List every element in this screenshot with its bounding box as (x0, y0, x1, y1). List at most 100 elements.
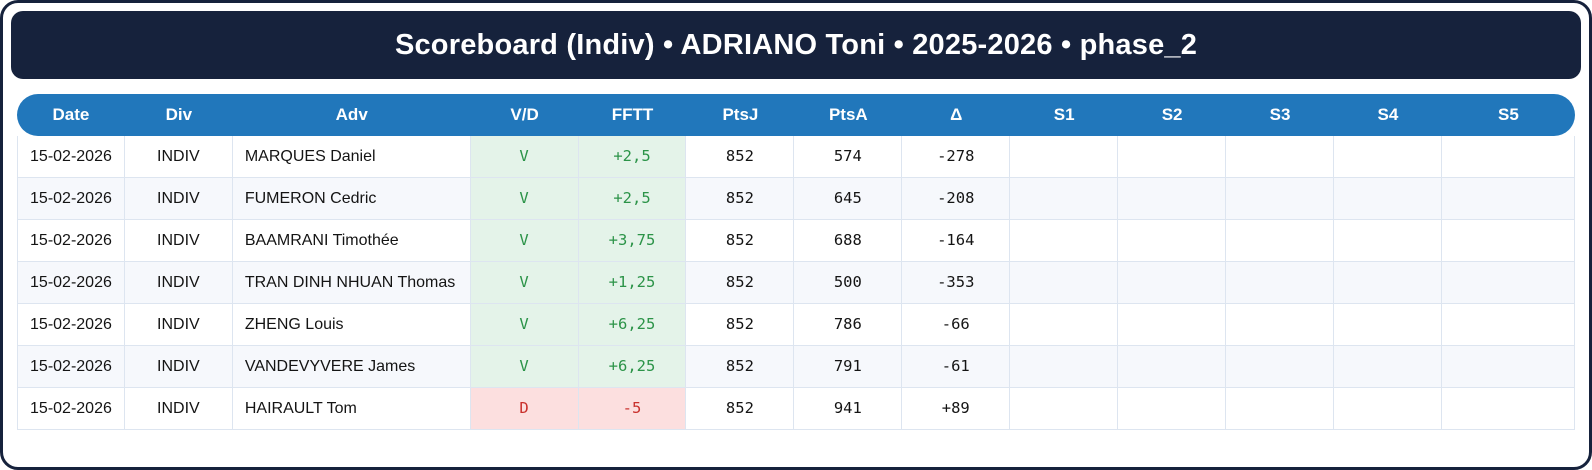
ptsa-cell: 786 (794, 304, 903, 346)
s4-cell (1333, 178, 1442, 220)
ptsj-cell: 852 (686, 346, 795, 388)
ptsj-cell: 852 (686, 262, 795, 304)
div-cell: INDIV (124, 262, 233, 304)
date-cell: 15-02-2026 (17, 346, 125, 388)
s5-cell (1441, 136, 1575, 178)
date-cell: 15-02-2026 (17, 262, 125, 304)
s1-cell (1010, 346, 1119, 388)
adv-cell: TRAN DINH NHUAN Thomas (232, 262, 471, 304)
table-row: 15-02-2026 INDIV BAAMRANI Timothée V +3,… (17, 220, 1575, 262)
delta-cell: -353 (902, 262, 1011, 304)
adv-cell: MARQUES Daniel (232, 136, 471, 178)
s3-cell (1226, 136, 1334, 178)
adv-cell: HAIRAULT Tom (232, 388, 471, 430)
s4-cell (1333, 136, 1442, 178)
delta-cell: -208 (902, 178, 1011, 220)
fftt-cell: +6,25 (578, 346, 687, 388)
column-header-ptsa: PtsA (794, 94, 903, 136)
column-header-delta: Δ (902, 94, 1011, 136)
column-header-s1: S1 (1010, 94, 1119, 136)
column-header-s3: S3 (1226, 94, 1334, 136)
ptsj-cell: 852 (686, 136, 795, 178)
s4-cell (1333, 346, 1442, 388)
s1-cell (1010, 220, 1119, 262)
fftt-cell: +2,5 (578, 136, 687, 178)
column-header-ptsj: PtsJ (686, 94, 795, 136)
ptsa-cell: 941 (794, 388, 903, 430)
div-cell: INDIV (124, 346, 233, 388)
s5-cell (1441, 220, 1575, 262)
date-cell: 15-02-2026 (17, 388, 125, 430)
fftt-cell: +6,25 (578, 304, 687, 346)
vd-cell: V (470, 136, 579, 178)
column-header-date: Date (17, 94, 125, 136)
delta-cell: +89 (902, 388, 1011, 430)
s4-cell (1333, 304, 1442, 346)
adv-cell: VANDEVYVERE James (232, 346, 471, 388)
table-row: 15-02-2026 INDIV ZHENG Louis V +6,25 852… (17, 304, 1575, 346)
title-bar: Scoreboard (Indiv) • ADRIANO Toni • 2025… (11, 11, 1581, 79)
div-cell: INDIV (124, 220, 233, 262)
date-cell: 15-02-2026 (17, 178, 125, 220)
adv-cell: ZHENG Louis (232, 304, 471, 346)
div-cell: INDIV (124, 178, 233, 220)
s3-cell (1226, 220, 1334, 262)
column-header-s4: S4 (1333, 94, 1442, 136)
ptsj-cell: 852 (686, 388, 795, 430)
page-title: Scoreboard (Indiv) • ADRIANO Toni • 2025… (394, 28, 1198, 61)
ptsa-cell: 574 (794, 136, 903, 178)
s3-cell (1226, 388, 1334, 430)
div-cell: INDIV (124, 304, 233, 346)
s2-cell (1118, 178, 1227, 220)
table-row: 15-02-2026 INDIV FUMERON Cedric V +2,5 8… (17, 178, 1575, 220)
table-row: 15-02-2026 INDIV TRAN DINH NHUAN Thomas … (17, 262, 1575, 304)
delta-cell: -164 (902, 220, 1011, 262)
s4-cell (1333, 262, 1442, 304)
adv-cell: FUMERON Cedric (232, 178, 471, 220)
ptsa-cell: 688 (794, 220, 903, 262)
fftt-cell: +1,25 (578, 262, 687, 304)
s3-cell (1226, 304, 1334, 346)
vd-cell: V (470, 220, 579, 262)
vd-cell: V (470, 346, 579, 388)
column-header-adv: Adv (232, 94, 471, 136)
s5-cell (1441, 346, 1575, 388)
s1-cell (1010, 304, 1119, 346)
vd-cell: D (470, 388, 579, 430)
fftt-cell: +3,75 (578, 220, 687, 262)
column-header-div: Div (124, 94, 233, 136)
s1-cell (1010, 388, 1119, 430)
table-row: 15-02-2026 INDIV HAIRAULT Tom D -5 852 9… (17, 388, 1575, 430)
ptsa-cell: 645 (794, 178, 903, 220)
column-header-vd: V/D (470, 94, 579, 136)
ptsj-cell: 852 (686, 304, 795, 346)
s3-cell (1226, 262, 1334, 304)
div-cell: INDIV (124, 136, 233, 178)
table-header: Date Div Adv V/D FFTT PtsJ PtsA Δ S1 S2 … (17, 94, 1575, 136)
delta-cell: -278 (902, 136, 1011, 178)
s5-cell (1441, 304, 1575, 346)
ptsj-cell: 852 (686, 220, 795, 262)
delta-cell: -61 (902, 346, 1011, 388)
div-cell: INDIV (124, 388, 233, 430)
s1-cell (1010, 136, 1119, 178)
s2-cell (1118, 304, 1227, 346)
s2-cell (1118, 262, 1227, 304)
s1-cell (1010, 262, 1119, 304)
date-cell: 15-02-2026 (17, 304, 125, 346)
vd-cell: V (470, 178, 579, 220)
s4-cell (1333, 388, 1442, 430)
s2-cell (1118, 136, 1227, 178)
date-cell: 15-02-2026 (17, 136, 125, 178)
ptsj-cell: 852 (686, 178, 795, 220)
s3-cell (1226, 346, 1334, 388)
s5-cell (1441, 178, 1575, 220)
s5-cell (1441, 262, 1575, 304)
ptsa-cell: 500 (794, 262, 903, 304)
s1-cell (1010, 178, 1119, 220)
ptsa-cell: 791 (794, 346, 903, 388)
scoreboard-table: Date Div Adv V/D FFTT PtsJ PtsA Δ S1 S2 … (17, 94, 1575, 430)
vd-cell: V (470, 262, 579, 304)
column-header-s5: S5 (1441, 94, 1575, 136)
